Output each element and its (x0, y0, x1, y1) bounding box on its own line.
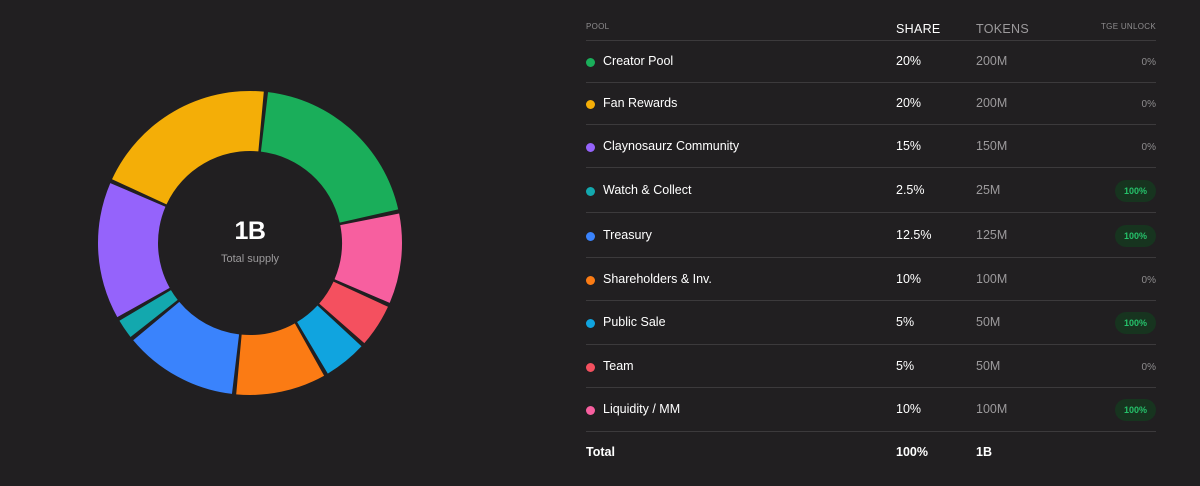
pool-share: 2.5% (896, 183, 925, 197)
donut-slice-claynosaurz-community (98, 183, 170, 318)
pool-color-dot (586, 319, 595, 328)
table-row: Public Sale 5% 50M 100% (586, 301, 1156, 345)
pool-name: Creator Pool (603, 54, 674, 68)
pool-name: Fan Rewards (603, 96, 678, 110)
table-row: Fan Rewards 20% 200M 0% (586, 83, 1156, 125)
table-row: Liquidity / MM 10% 100M 100% (586, 388, 1156, 432)
donut-slice-public-sale (297, 305, 362, 374)
table-row: Treasury 12.5% 125M 100% (586, 213, 1156, 258)
tge-unlock-value: 0% (1141, 99, 1156, 110)
pool-tokens: 50M (976, 359, 1001, 373)
pool-color-dot (586, 406, 595, 415)
table-row: Claynosaurz Community 15% 150M 0% (586, 125, 1156, 168)
total-label: Total (586, 445, 615, 459)
pool-name: Watch & Collect (603, 183, 692, 197)
pool-color-dot (586, 232, 595, 241)
supply-donut-chart: 1B Total supply (90, 83, 410, 403)
donut-slice-treasury (133, 301, 240, 394)
pool-tokens: 100M (976, 402, 1008, 416)
tge-unlock-value: 0% (1141, 362, 1156, 373)
pool-tokens: 125M (976, 228, 1008, 242)
donut-slice-liquidity-mm (334, 213, 402, 303)
table-body: Creator Pool 20% 200M 0% Fan Rewards 20% 200M 0… (586, 41, 1156, 432)
pool-color-dot (586, 363, 595, 372)
tge-unlock-value: 0% (1141, 57, 1156, 68)
table-row: Creator Pool 20% 200M 0% (586, 41, 1156, 83)
pool-tokens: 25M (976, 183, 1001, 197)
header-share: SHARE (896, 22, 941, 36)
donut-slice-team (319, 281, 388, 344)
total-row: Total 100% 1B (586, 432, 1156, 472)
total-tokens: 1B (976, 445, 992, 459)
pool-name: Treasury (603, 228, 652, 242)
pool-share: 20% (896, 96, 922, 110)
pool-share: 12.5% (896, 228, 932, 242)
tge-unlock-value: 0% (1141, 142, 1156, 153)
pool-tokens: 100M (976, 272, 1008, 286)
donut-slice-fan-rewards (112, 91, 264, 205)
pool-name: Team (603, 359, 634, 373)
total-share: 100% (896, 445, 928, 459)
header-tge-unlock: TGE UNLOCK (1100, 22, 1156, 31)
pool-share: 20% (896, 54, 922, 68)
pool-share: 5% (896, 315, 915, 329)
pool-tokens: 200M (976, 96, 1008, 110)
donut-svg (98, 91, 402, 395)
pool-share: 10% (896, 402, 922, 416)
pool-color-dot (586, 276, 595, 285)
pool-name: Liquidity / MM (603, 402, 681, 416)
pool-tokens: 50M (976, 315, 1001, 329)
pool-color-dot (586, 100, 595, 109)
pool-color-dot (586, 58, 595, 67)
donut-slice-watch-collect (119, 290, 178, 337)
pool-share: 5% (896, 359, 915, 373)
tge-unlock-badge: 100% (1114, 180, 1156, 202)
tge-unlock-badge: 100% (1114, 312, 1156, 334)
table-header: POOL SHARE TOKENS TGE UNLOCK (586, 13, 1156, 41)
tge-unlock-badge: 100% (1114, 399, 1156, 421)
allocation-table: POOL SHARE TOKENS TGE UNLOCK Creator Poo… (586, 13, 1156, 472)
table-row: Watch & Collect 2.5% 25M 100% (586, 168, 1156, 213)
table-row: Team 5% 50M 0% (586, 345, 1156, 388)
tge-unlock-value: 0% (1141, 275, 1156, 286)
pool-name: Claynosaurz Community (603, 139, 740, 153)
total-supply-caption: Total supply (220, 253, 280, 265)
pool-tokens: 200M (976, 54, 1008, 68)
pool-tokens: 150M (976, 139, 1008, 153)
header-tokens: TOKENS (976, 22, 1029, 36)
tge-unlock-badge: 100% (1114, 225, 1156, 247)
table-row: Shareholders & Inv. 10% 100M 0% (586, 258, 1156, 301)
pool-name: Public Sale (603, 315, 666, 329)
pool-color-dot (586, 187, 595, 196)
donut-slice-shareholders-inv- (236, 323, 325, 395)
pool-share: 15% (896, 139, 922, 153)
pool-name: Shareholders & Inv. (603, 272, 712, 286)
pool-color-dot (586, 143, 595, 152)
pool-share: 10% (896, 272, 922, 286)
donut-slice-creator-pool (260, 92, 399, 223)
total-supply-value: 1B (234, 217, 266, 245)
header-pool: POOL (586, 22, 610, 31)
